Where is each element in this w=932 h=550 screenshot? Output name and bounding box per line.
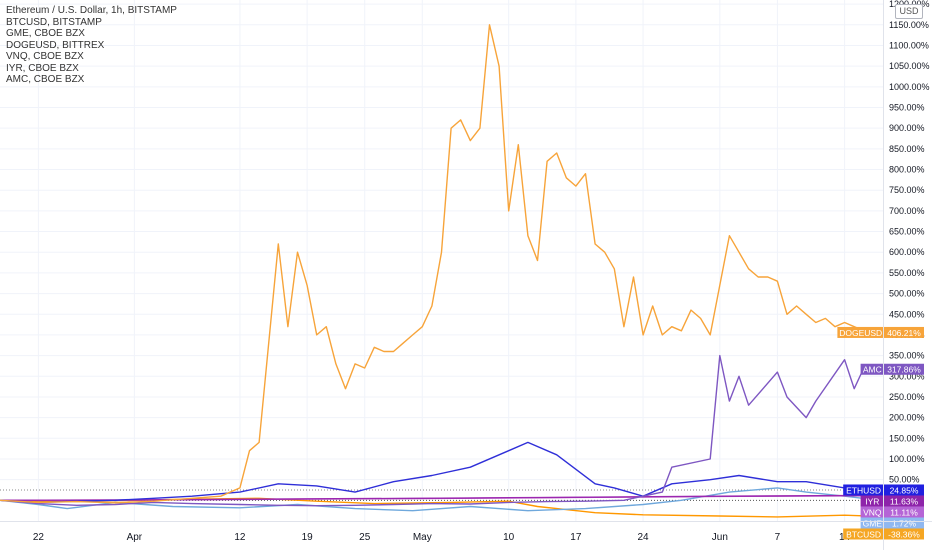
x-tick-label: 17 [570,532,582,543]
series-line-dogeusd [0,24,874,504]
price-scale-divider [883,0,884,550]
x-tick-label: 24 [637,532,649,543]
series-value-tag [884,528,924,540]
y-tick-label: 800.00% [889,165,925,175]
y-tick-label: 650.00% [889,227,925,237]
y-tick-label: 200.00% [889,413,925,423]
x-tick-label: 10 [503,532,515,543]
x-tick-label: Jun [712,532,728,543]
y-tick-label: 450.00% [889,309,925,319]
series-line-ethusd [0,441,874,504]
series-line-btcusd [0,497,874,518]
last-value-label-btcusd: BTCUSD -38.36% [843,528,924,540]
x-tick-label: 12 [234,532,246,543]
series-name-tag [843,528,884,540]
legend-item: VNQ, CBOE BZX [6,51,84,62]
x-tick-label: 7 [775,532,781,543]
legend-item: AMC, CBOE BZX [6,74,85,85]
last-value-labels: DOGEUSD 406.21% AMC 317.86% ETHUSD 24.85% IYR 1… [837,326,924,540]
x-tick-label: 19 [302,532,314,543]
legend-title: Ethereum / U.S. Dollar, 1h, BITSTAMP [6,5,177,16]
series-value: -38.36% [888,529,920,539]
series-name-tag [860,495,884,507]
series-value-tag [884,326,924,338]
y-tick-label: 1050.00% [889,61,930,71]
last-value-label-ethusd: ETHUSD 24.85% [843,484,924,496]
series-group [0,24,874,518]
series-name: ETHUSD [846,485,881,495]
last-value-label-gme: GME 1.72% [860,517,924,529]
y-tick-label: 600.00% [889,247,925,257]
y-tick-label: 250.00% [889,392,925,402]
series-name: BTCUSD [846,529,881,539]
series-name: AMC [863,365,882,375]
y-tick-label: 150.00% [889,433,925,443]
currency-unit-button[interactable]: USD [895,4,923,19]
x-tick-label: May [413,532,432,543]
y-tick-label: 500.00% [889,289,925,299]
x-axis: 22Apr121925May101724Jun714 [33,532,851,543]
series-value-tag [884,517,924,529]
y-tick-label: 550.00% [889,268,925,278]
y-axis: 50.00% 100.00% 150.00% 200.00% 250.00% 300.00… [889,0,930,485]
time-scale-divider [0,521,932,522]
series-name-tag [860,517,884,529]
series-value: 11.63% [890,496,919,506]
legend-item: IYR, CBOE BZX [6,62,79,74]
legend-item: DOGEUSD, BITTREX [6,39,105,51]
x-tick-label: 22 [33,532,45,543]
y-tick-label: 350.00% [889,351,925,361]
legend-item: GME, CBOE BZX [6,28,85,39]
last-value-label-amc: AMC 317.86% [860,363,924,375]
y-tick-label: 100.00% [889,454,925,464]
series-value-tag [884,506,924,518]
series-value: 1.72% [892,518,917,528]
legend: Ethereum / U.S. Dollar, 1h, BITSTAMP BTC… [6,5,177,86]
y-tick-label: 50.00% [889,475,920,485]
series-name: DOGEUSD [839,328,882,338]
y-tick-label: 850.00% [889,144,925,154]
y-tick-label: 950.00% [889,103,925,113]
series-value-tag [884,363,924,375]
series-value: 406.21% [887,328,921,338]
y-tick-label: 1150.00% [889,20,929,30]
series-name: IYR [865,496,879,506]
x-tick-label: Apr [127,532,143,543]
x-tick-label: 25 [359,532,371,543]
series-value-tag [884,495,924,507]
series-name: GME [863,518,883,528]
series-name-tag [860,363,884,375]
last-value-label-vnq: VNQ 11.11% [860,506,924,518]
y-tick-label: 750.00% [889,185,925,195]
series-value: 24.85% [890,485,919,495]
series-value: 317.86% [887,365,921,375]
series-name-tag [860,506,884,518]
y-tick-label: 700.00% [889,206,925,216]
series-line-amc [0,354,874,507]
y-tick-label: 1100.00% [889,40,929,50]
series-name-tag [843,484,884,496]
y-tick-label: 1000.00% [889,82,930,92]
legend-item: BTCUSD, BITSTAMP [6,16,102,28]
series-name-tag [837,326,884,338]
series-value: 11.11% [890,507,918,517]
y-tick-label: 900.00% [889,123,925,133]
series-value-tag [884,484,924,496]
series-name: VNQ [863,507,882,517]
last-value-label-iyr: IYR 11.63% [860,495,924,507]
last-value-label-dogeusd: DOGEUSD 406.21% [837,326,924,338]
y-tick-label: 300.00% [889,371,925,381]
grid [0,0,883,521]
